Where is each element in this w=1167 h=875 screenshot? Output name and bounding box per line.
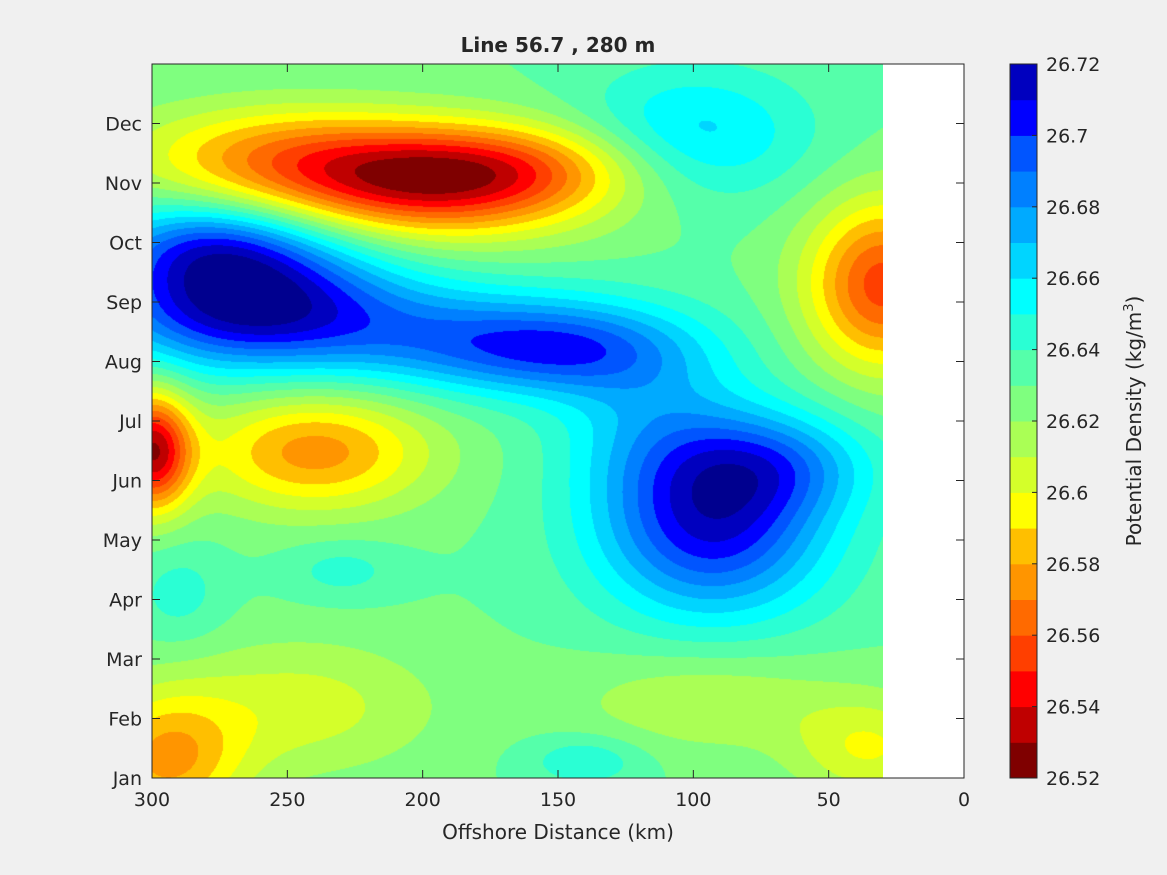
y-tick-label: Oct — [109, 233, 142, 255]
colorbar-swatch — [1010, 206, 1037, 243]
y-tick-label: Jul — [118, 411, 142, 433]
colorbar-label: Potential Density (kg/m3) — [1122, 296, 1146, 547]
x-tick-label: 100 — [675, 789, 711, 811]
x-tick-label: 150 — [540, 789, 576, 811]
colorbar-swatch — [1010, 706, 1037, 743]
y-tick-label: Mar — [106, 649, 142, 671]
y-tick-label: Jun — [111, 471, 142, 493]
colorbar-tick-label: 26.64 — [1046, 340, 1100, 362]
colorbar-tick-label: 26.72 — [1046, 54, 1100, 76]
y-tick-label: Sep — [106, 292, 142, 314]
y-tick-label: Dec — [105, 114, 142, 136]
colorbar-swatch — [1010, 385, 1037, 422]
y-tick-label: Apr — [109, 590, 142, 612]
colorbar-swatch — [1010, 242, 1037, 279]
colorbar-tick-label: 26.58 — [1046, 554, 1100, 576]
chart-title: Line 56.7 , 280 m — [461, 33, 656, 57]
contour-field — [152, 64, 883, 778]
colorbar-swatch — [1010, 528, 1037, 565]
colorbar-swatch — [1010, 492, 1037, 529]
colorbar-swatch — [1010, 421, 1037, 458]
x-tick-label: 50 — [817, 789, 841, 811]
colorbar-swatch — [1010, 278, 1037, 315]
x-axis-label: Offshore Distance (km) — [442, 820, 674, 844]
y-tick-label: Feb — [108, 709, 142, 731]
colorbar-swatch — [1010, 599, 1037, 636]
colorbar-swatch — [1010, 456, 1037, 493]
colorbar-swatch — [1010, 99, 1037, 136]
x-axis: 300 250 200 150 100 50 0 — [134, 64, 970, 811]
x-tick-label: 200 — [405, 789, 441, 811]
colorbar-swatch — [1010, 171, 1037, 208]
colorbar: 26.52 26.54 26.56 26.58 26.6 26.62 26.64 26.66 2… — [1009, 54, 1100, 790]
x-tick-label: 250 — [269, 789, 305, 811]
y-axis: Jan Feb Mar Apr May Jun Jul Aug Sep Oct Nov Dec — [103, 114, 964, 790]
y-tick-label: Nov — [105, 173, 142, 195]
colorbar-tick-label: 26.66 — [1046, 268, 1100, 290]
colorbar-tick-label: 26.7 — [1046, 125, 1088, 147]
colorbar-swatch — [1010, 135, 1037, 172]
colorbar-swatch — [1010, 670, 1037, 708]
colorbar-swatch — [1010, 64, 1037, 101]
colorbar-swatch — [1010, 349, 1037, 386]
y-tick-label: Aug — [105, 352, 142, 374]
colorbar-swatch — [1010, 635, 1037, 672]
colorbar-swatch — [1010, 563, 1037, 600]
colorbar-swatch — [1010, 742, 1037, 779]
colorbar-tick-label: 26.54 — [1046, 697, 1100, 719]
x-tick-label: 300 — [134, 789, 170, 811]
colorbar-tick-label: 26.52 — [1046, 768, 1100, 790]
colorbar-tick-label: 26.62 — [1046, 411, 1100, 433]
y-tick-label: May — [103, 530, 142, 552]
colorbar-tick-label: 26.56 — [1046, 625, 1100, 647]
colorbar-tick-label: 26.6 — [1046, 482, 1088, 504]
colorbar-swatch — [1010, 313, 1037, 351]
colorbar-tick-label: 26.68 — [1046, 197, 1100, 219]
x-tick-label: 0 — [958, 789, 970, 811]
y-tick-label: Jan — [112, 768, 142, 790]
